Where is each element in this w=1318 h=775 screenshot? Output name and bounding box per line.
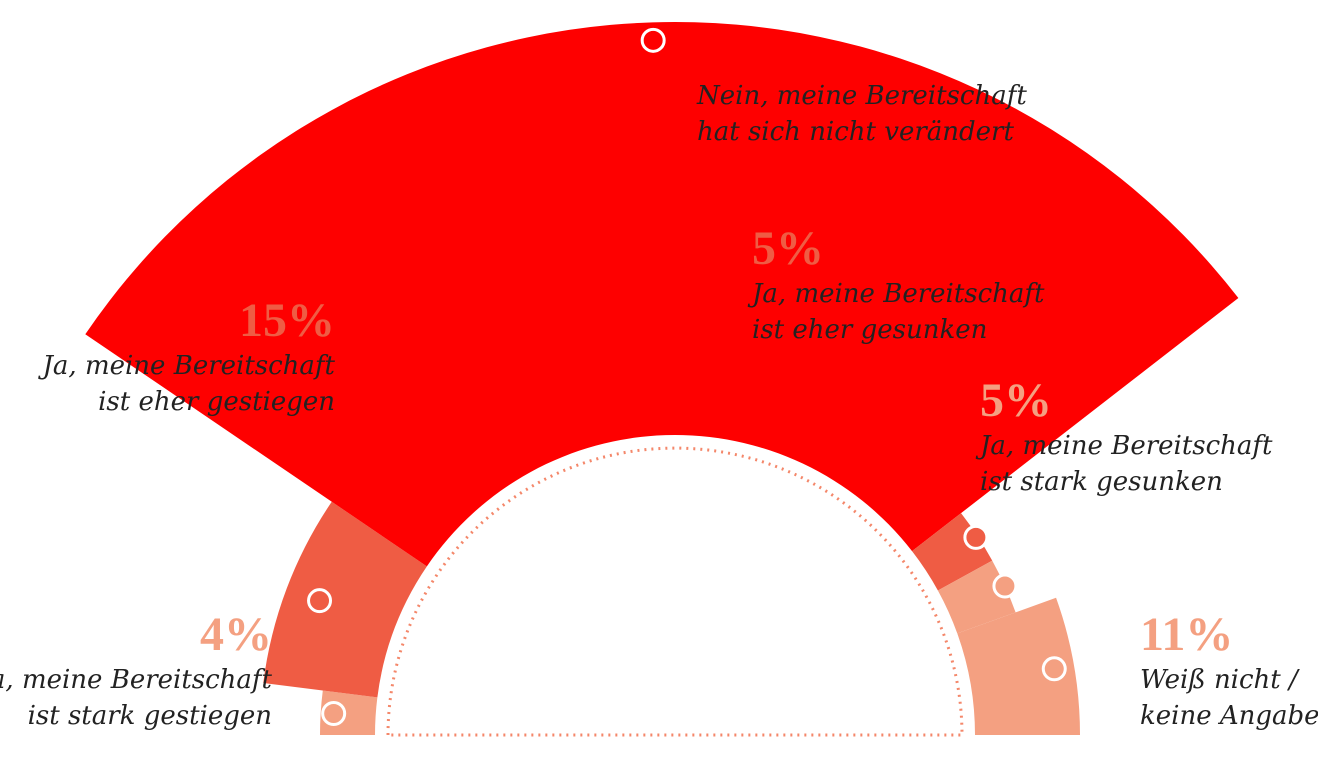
slice-5 [957,597,1080,735]
slice-percent-4: 5% [980,374,1052,427]
slice-label-5: 11% Weiß nicht / keine Angabe [1140,608,1318,731]
slice-labels: 4% Ja, meine Bereitschaft ist stark gestie… [0,24,1318,731]
slice-percent-1: 15% [239,294,335,347]
inner-dotted-outline [386,446,964,737]
slice-percent-3: 5% [752,222,824,275]
slice-marker-3 [963,524,989,550]
slice-text-3-0: Ja, meine Bereitschaft [747,279,1045,309]
slice-text-3-1: ist eher gesunken [752,315,987,345]
slice-text-0-1: ist stark gestiegen [28,701,272,731]
slice-text-4-0: Ja, meine Bereitschaft [975,431,1273,461]
slice-label-1: 15% Ja, meine Bereitschaft ist eher gestie… [38,294,336,417]
slice-label-2: 60% Nein, meine Bereitschaft hat sich nich… [696,24,1027,147]
slice-markers [307,27,1067,727]
slice-text-4-1: ist stark gesunken [980,467,1223,497]
chart-slices [85,22,1239,735]
slice-percent-0: 4% [200,608,272,661]
inner-dotted-circle [386,446,964,737]
slice-text-2-0: Nein, meine Bereitschaft [696,81,1027,111]
slice-percent-5: 11% [1140,608,1233,661]
slice-1 [263,501,427,698]
slice-text-1-1: ist eher gestiegen [98,387,335,417]
slice-marker-2 [640,27,666,53]
slice-marker-4 [992,573,1018,599]
slice-marker-5 [1041,656,1067,682]
slice-percent-2: 60% [697,24,793,77]
slice-label-4: 5% Ja, meine Bereitschaft ist stark gesunk… [975,374,1273,497]
slice-label-0: 4% Ja, meine Bereitschaft ist stark gestie… [0,608,273,731]
slice-marker-1 [307,588,333,614]
slice-2 [85,22,1239,567]
slice-text-1-0: Ja, meine Bereitschaft [38,351,336,381]
slice-label-3: 5% Ja, meine Bereitschaft ist eher gesunke… [747,222,1045,345]
slice-text-5-1: keine Angabe [1140,701,1318,731]
slice-text-2-1: hat sich nicht verändert [697,117,1014,147]
slice-marker-0 [321,701,347,727]
slice-text-5-0: Weiß nicht / [1140,665,1300,695]
slice-text-0-0: Ja, meine Bereitschaft [0,665,273,695]
